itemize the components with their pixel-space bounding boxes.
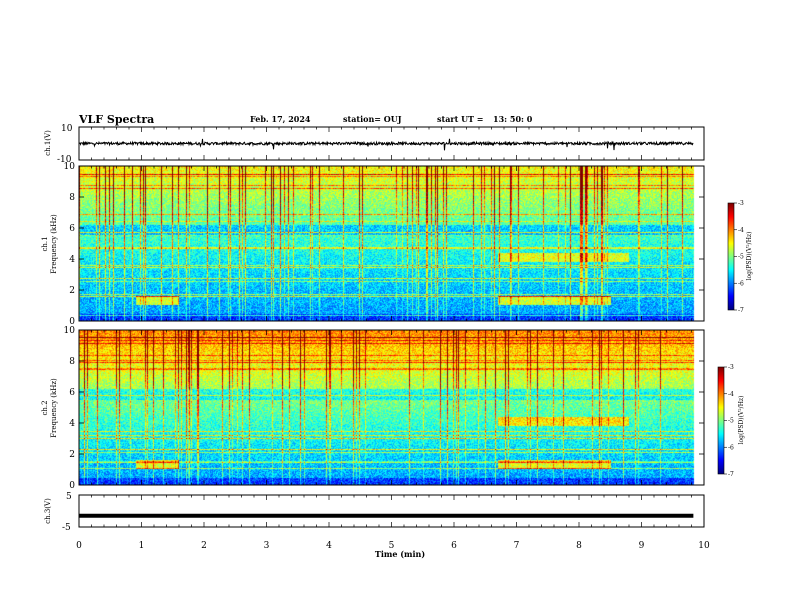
freq-tick-label: 2 — [69, 286, 75, 296]
freq-tick-label: 6 — [69, 224, 75, 234]
colorbar-tick-label: -7 — [728, 471, 734, 478]
freq-tick-label: 2 — [69, 450, 75, 460]
x-tick-label: 10 — [698, 541, 710, 551]
x-tick-label: 7 — [514, 541, 520, 551]
ch2-heatmap-holder — [79, 330, 704, 485]
freq-tick-label: 4 — [69, 419, 75, 429]
colorbar-tick-label: -5 — [738, 254, 744, 261]
freq-tick-label: 8 — [69, 193, 75, 203]
colorbar-tick-label: -7 — [738, 307, 744, 314]
ch1-colorbar: -3 -4 -5 -6 -7 log(PSD)(V²/Hz) — [727, 200, 753, 314]
freq-tick-label: 10 — [64, 326, 76, 336]
ch1-colorbar-holder — [728, 203, 734, 310]
ch1-ylabel: ch.1(V) — [44, 130, 52, 156]
start-time-value: 13: 50: 0 — [493, 114, 533, 124]
freq-tick-label: 4 — [69, 255, 75, 265]
freq-tick-label: 10 — [64, 162, 76, 172]
ch2-colorbar-ticks: -3 -4 -5 -6 -7 — [724, 364, 734, 478]
freq-tick-label: 0 — [69, 317, 75, 327]
date-label: Feb. 17, 2024 — [250, 114, 311, 124]
ch1-frequency-ticks: 0 2 4 6 8 10 — [64, 162, 704, 327]
ch2-frequency-ticks: 0 2 4 6 8 10 — [64, 326, 704, 491]
ch2-colorbar-holder — [718, 367, 724, 474]
ch1-colorbar-label: log(PSD)(V²/Hz) — [746, 232, 753, 281]
time-tick-marks — [78, 127, 705, 527]
figure-title: VLF Spectra — [78, 113, 154, 126]
colorbar-tick-label: -5 — [728, 418, 734, 425]
station-label: station= OUJ — [343, 114, 402, 124]
ch1-colorbar-gradient — [728, 203, 734, 310]
start-time-label: start UT = — [437, 114, 484, 124]
ch3-ylabel: ch.3(V) — [44, 498, 52, 524]
ch2-colorbar-gradient — [718, 367, 724, 474]
colorbar-tick-label: -3 — [738, 200, 744, 207]
colorbar-tick-label: -4 — [728, 391, 734, 398]
x-tick-label: 4 — [326, 541, 332, 551]
ch1-ylabel-frequency: Frequency (kHz) — [50, 214, 58, 274]
x-axis-tick-labels: 0 1 2 3 4 5 6 7 8 9 10 — [76, 541, 710, 551]
colorbar-tick-label: -4 — [738, 227, 744, 234]
freq-tick-label: 6 — [69, 388, 75, 398]
x-tick-label: 3 — [264, 541, 270, 551]
ch1-ytick-bottom: -10 — [57, 155, 72, 165]
freq-tick-label: 0 — [69, 481, 75, 491]
colorbar-tick-label: -3 — [728, 364, 734, 371]
ch2-colorbar: -3 -4 -5 -6 -7 log(PSD)(V²/Hz) — [717, 364, 745, 478]
x-tick-label: 2 — [201, 541, 207, 551]
ch3-ytick-top: 5 — [66, 492, 72, 502]
ch2-ylabel-frequency: Frequency (kHz) — [50, 378, 58, 438]
colorbar-tick-label: -6 — [728, 444, 734, 451]
freq-tick-label: 8 — [69, 357, 75, 367]
ch3-waveform-panel: 5 -5 ch.3(V) — [44, 492, 705, 533]
ch1-waveform-trace — [78, 138, 694, 151]
ch1-colorbar-ticks: -3 -4 -5 -6 -7 — [734, 200, 744, 314]
colorbar-tick-label: -6 — [738, 280, 744, 287]
ch1-ytick-top: 10 — [61, 124, 73, 134]
ch1-heatmap-holder — [79, 166, 704, 321]
x-axis-label: Time (min) — [375, 549, 425, 559]
ch2-ylabel-channel: ch.2 — [41, 400, 49, 415]
ch1-spectrogram-panel: 0 2 4 6 8 10 ch.1 Frequency (kHz) — [41, 162, 705, 327]
x-tick-label: 6 — [451, 541, 457, 551]
x-tick-label: 5 — [389, 541, 395, 551]
ch2-heatmap — [79, 330, 704, 485]
x-tick-label: 9 — [639, 541, 645, 551]
ch3-ytick-bottom: -5 — [62, 523, 71, 533]
x-tick-label: 1 — [139, 541, 145, 551]
x-tick-label: 8 — [576, 541, 582, 551]
ch2-spectrogram-panel: 0 2 4 6 8 10 ch.2 Frequency (kHz) — [41, 326, 705, 491]
x-tick-label: 0 — [76, 541, 82, 551]
ch2-colorbar-label: log(PSD)(V²/Hz) — [738, 396, 745, 445]
ch1-ylabel-channel: ch.1 — [41, 236, 49, 251]
ch1-heatmap — [79, 166, 704, 321]
ch1-waveform-panel: 10 -10 ch.1(V) — [44, 124, 705, 165]
ch3-waveform-frame — [78, 494, 705, 528]
